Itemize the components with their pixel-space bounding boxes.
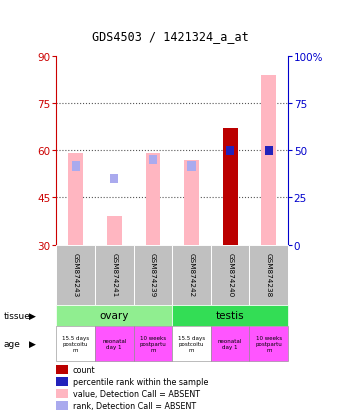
Text: GSM874243: GSM874243 bbox=[73, 253, 78, 297]
Text: rank, Detection Call = ABSENT: rank, Detection Call = ABSENT bbox=[73, 401, 196, 410]
Text: neonatal
day 1: neonatal day 1 bbox=[102, 338, 127, 349]
Bar bbox=[107, 217, 122, 245]
Bar bbox=[110, 174, 118, 184]
Text: ovary: ovary bbox=[100, 311, 129, 320]
Text: 15.5 days
postcoitu
m: 15.5 days postcoitu m bbox=[62, 335, 89, 352]
Bar bbox=[149, 156, 157, 165]
Bar bbox=[68, 154, 83, 245]
Bar bbox=[226, 146, 234, 156]
Bar bbox=[184, 160, 199, 245]
Bar bbox=[265, 146, 273, 156]
Text: testis: testis bbox=[216, 311, 244, 320]
Text: GSM874241: GSM874241 bbox=[111, 253, 117, 297]
Bar bbox=[223, 129, 238, 245]
Bar bbox=[146, 154, 160, 245]
Text: value, Detection Call = ABSENT: value, Detection Call = ABSENT bbox=[73, 389, 199, 398]
Bar bbox=[262, 76, 276, 245]
Bar bbox=[72, 162, 80, 171]
Text: ▶: ▶ bbox=[29, 339, 36, 348]
Text: neonatal
day 1: neonatal day 1 bbox=[218, 338, 242, 349]
Text: 10 weeks
postpartu
m: 10 weeks postpartu m bbox=[255, 335, 282, 352]
Text: ▶: ▶ bbox=[29, 311, 36, 320]
Text: GSM874239: GSM874239 bbox=[150, 253, 156, 297]
Text: GSM874238: GSM874238 bbox=[266, 253, 272, 297]
Text: GSM874242: GSM874242 bbox=[189, 253, 194, 297]
Text: percentile rank within the sample: percentile rank within the sample bbox=[73, 377, 208, 386]
Text: age: age bbox=[3, 339, 20, 348]
Text: tissue: tissue bbox=[3, 311, 30, 320]
Bar bbox=[188, 162, 196, 171]
Text: 10 weeks
postpartu
m: 10 weeks postpartu m bbox=[139, 335, 166, 352]
Text: count: count bbox=[73, 365, 95, 374]
Text: 15.5 days
postcoitu
m: 15.5 days postcoitu m bbox=[178, 335, 205, 352]
Text: GDS4503 / 1421324_a_at: GDS4503 / 1421324_a_at bbox=[92, 30, 249, 43]
Text: GSM874240: GSM874240 bbox=[227, 253, 233, 297]
